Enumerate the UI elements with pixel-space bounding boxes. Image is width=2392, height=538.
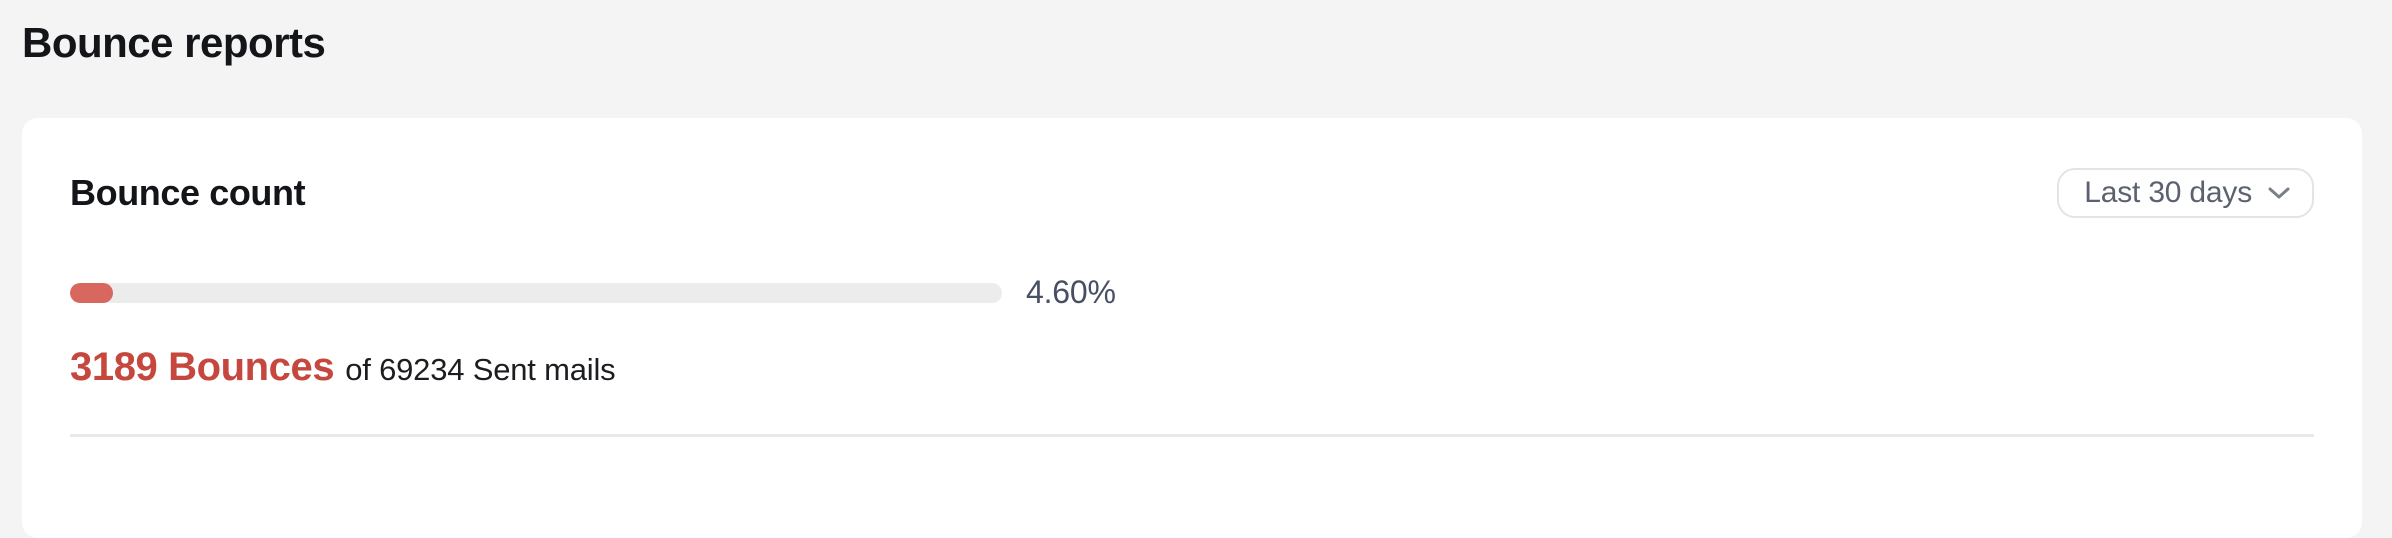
progress-fill bbox=[70, 282, 113, 303]
bounce-rate-row: 4.60% bbox=[70, 274, 2314, 311]
bounce-summary: 3189 Bounces of 69234 Sent mails bbox=[70, 345, 2314, 390]
page-title: Bounce reports bbox=[22, 19, 326, 66]
date-range-dropdown[interactable]: Last 30 days bbox=[2057, 168, 2314, 218]
bounce-count-text: 3189 Bounces bbox=[70, 345, 335, 389]
chevron-down-icon bbox=[2268, 186, 2290, 200]
bounce-count-card: Bounce count Last 30 days 4.60% 3189 Bou… bbox=[22, 118, 2362, 538]
date-range-label: Last 30 days bbox=[2084, 176, 2252, 209]
card-header: Bounce count Last 30 days bbox=[70, 168, 2314, 218]
bounce-rate-progressbar bbox=[70, 282, 1002, 303]
sent-mails-text: of 69234 Sent mails bbox=[345, 352, 616, 387]
bounce-reports-page: Bounce reports Bounce count Last 30 days… bbox=[22, 19, 2362, 538]
bounce-rate-value: 4.60% bbox=[1026, 274, 1116, 310]
divider bbox=[70, 434, 2314, 437]
card-title: Bounce count bbox=[70, 172, 306, 213]
